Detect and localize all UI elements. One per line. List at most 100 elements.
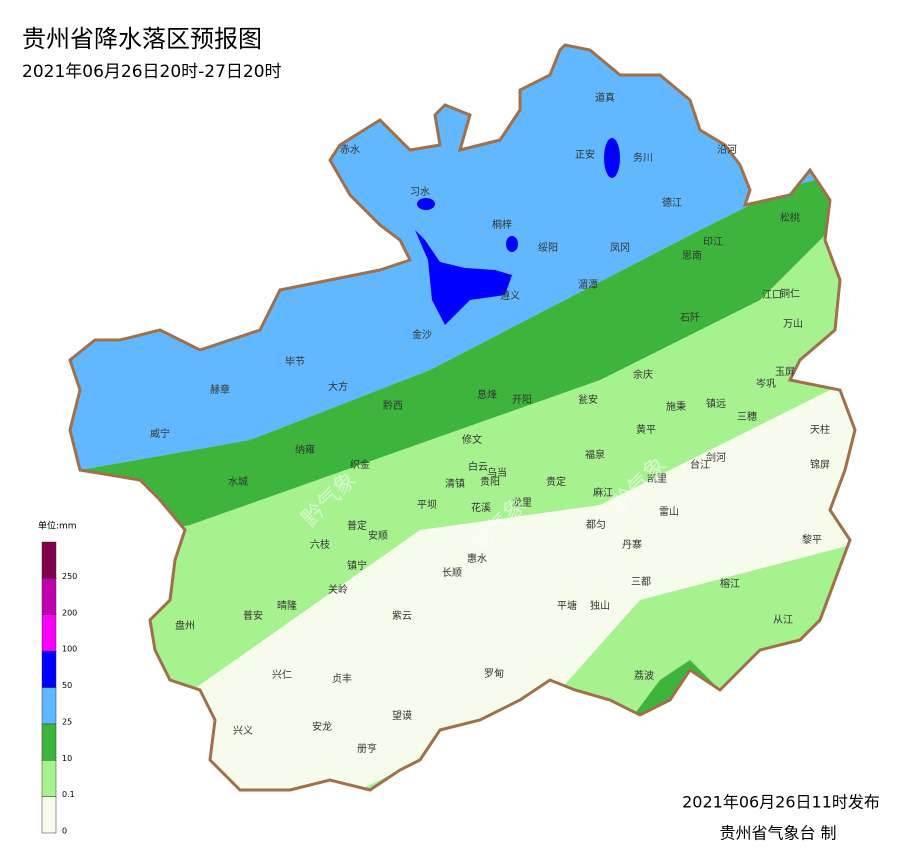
legend-swatch bbox=[41, 541, 57, 579]
city-label: 玉屏 bbox=[775, 366, 795, 378]
area-none bbox=[150, 380, 855, 790]
legend-break: 50 bbox=[62, 681, 72, 690]
city-label: 纳雍 bbox=[295, 443, 315, 456]
city-label: 罗甸 bbox=[484, 667, 504, 680]
legend-break: 0 bbox=[62, 827, 67, 836]
city-label: 务川 bbox=[633, 151, 653, 164]
city-label: 德江 bbox=[662, 196, 682, 209]
city-label: 瓮安 bbox=[578, 393, 598, 406]
city-label: 道真 bbox=[595, 91, 615, 104]
city-label: 毕节 bbox=[285, 355, 305, 368]
city-label: 都匀 bbox=[586, 519, 606, 531]
city-label: 正安 bbox=[575, 148, 595, 161]
legend-swatch bbox=[41, 760, 57, 797]
city-label: 乌当 bbox=[487, 466, 507, 479]
issue-time: 2021年06月26日11时发布 bbox=[682, 793, 880, 812]
city-label: 雷山 bbox=[659, 506, 679, 518]
city-label: 关岭 bbox=[328, 583, 348, 596]
legend-swatch bbox=[41, 614, 57, 652]
map-subtitle: 2021年06月26日20时-27日20时 bbox=[22, 62, 282, 82]
city-label: 平坝 bbox=[417, 499, 437, 511]
city-label: 松桃 bbox=[780, 211, 800, 224]
city-label: 印江 bbox=[703, 236, 723, 248]
city-label: 安龙 bbox=[312, 720, 332, 733]
legend-swatch bbox=[41, 723, 57, 761]
area-blue bbox=[415, 230, 512, 325]
city-label: 荔波 bbox=[634, 669, 654, 682]
city-label: 镇宁 bbox=[347, 559, 367, 572]
city-label: 花溪 bbox=[471, 501, 491, 514]
city-label: 白云 bbox=[468, 460, 488, 473]
city-label: 黎平 bbox=[802, 533, 822, 546]
city-label: 大方 bbox=[328, 380, 348, 393]
city-label: 铜仁 bbox=[780, 288, 800, 300]
city-label: 榕江 bbox=[720, 577, 740, 590]
city-label: 镇远 bbox=[706, 397, 726, 410]
area-green bbox=[70, 150, 855, 560]
city-label: 江口 bbox=[762, 289, 782, 301]
city-label: 盘州 bbox=[175, 619, 195, 632]
area-blue bbox=[417, 198, 435, 210]
legend-swatch bbox=[41, 650, 57, 688]
legend-swatch bbox=[41, 687, 57, 725]
city-label: 平塘 bbox=[557, 599, 577, 612]
city-label: 万山 bbox=[783, 318, 803, 330]
city-label: 普定 bbox=[347, 519, 367, 532]
city-label: 余庆 bbox=[633, 368, 653, 381]
city-label: 赤水 bbox=[340, 144, 360, 156]
city-label: 施秉 bbox=[666, 400, 686, 413]
city-label: 清镇 bbox=[445, 477, 465, 490]
city-label: 岑巩 bbox=[756, 378, 776, 390]
legend-swatch bbox=[41, 796, 57, 834]
city-label: 赫章 bbox=[210, 383, 230, 396]
city-label: 贞丰 bbox=[332, 672, 352, 685]
city-label: 剑河 bbox=[706, 451, 726, 464]
city-label: 兴义 bbox=[233, 725, 253, 737]
city-label: 习水 bbox=[410, 186, 430, 198]
city-label: 息烽 bbox=[477, 388, 497, 401]
city-label: 晴隆 bbox=[277, 599, 297, 612]
city-label: 台江 bbox=[690, 458, 710, 471]
legend: 单位:mm 0 0.1 10 25 50 100 200 250 bbox=[38, 520, 77, 836]
city-label: 紫云 bbox=[392, 610, 412, 622]
province-border bbox=[68, 43, 857, 792]
city-label: 从江 bbox=[773, 614, 793, 626]
city-label: 三都 bbox=[631, 576, 651, 588]
city-label: 天柱 bbox=[810, 423, 830, 436]
city-label: 修文 bbox=[462, 433, 482, 446]
city-label: 普安 bbox=[243, 609, 263, 622]
city-label: 凤冈 bbox=[610, 242, 630, 254]
city-label: 石阡 bbox=[680, 312, 700, 324]
city-label: 安顺 bbox=[368, 529, 388, 542]
map-title: 贵州省降水落区预报图 bbox=[22, 25, 262, 53]
city-label: 遵义 bbox=[500, 289, 520, 302]
city-label: 绥阳 bbox=[538, 242, 558, 254]
city-label: 龙里 bbox=[512, 496, 532, 509]
legend-break: 100 bbox=[62, 645, 77, 654]
city-label: 贵定 bbox=[546, 475, 566, 488]
city-label: 福泉 bbox=[585, 448, 605, 461]
legend-swatch bbox=[41, 578, 57, 615]
city-label: 望谟 bbox=[392, 709, 412, 722]
city-label: 六枝 bbox=[310, 538, 330, 551]
city-label: 桐梓 bbox=[492, 218, 512, 231]
legend-break: 25 bbox=[62, 717, 72, 726]
city-label: 惠水 bbox=[467, 552, 487, 565]
city-label: 水城 bbox=[228, 476, 248, 488]
city-label: 册亨 bbox=[357, 742, 377, 755]
city-label: 金沙 bbox=[412, 328, 432, 341]
city-label: 思南 bbox=[682, 249, 702, 262]
legend-unit: 单位:mm bbox=[38, 520, 77, 532]
city-label: 三穗 bbox=[737, 410, 757, 423]
legend-break: 200 bbox=[62, 608, 77, 617]
city-label: 沿河 bbox=[717, 144, 737, 156]
city-label: 锦屏 bbox=[810, 458, 830, 471]
issuer: 贵州省气象台 制 bbox=[719, 824, 836, 843]
city-label: 黔西 bbox=[383, 399, 403, 412]
city-label: 凯里 bbox=[647, 472, 667, 485]
city-label: 丹寨 bbox=[622, 538, 642, 551]
city-label: 兴仁 bbox=[272, 669, 292, 681]
area-blue bbox=[506, 236, 518, 252]
city-label: 长顺 bbox=[442, 567, 462, 579]
